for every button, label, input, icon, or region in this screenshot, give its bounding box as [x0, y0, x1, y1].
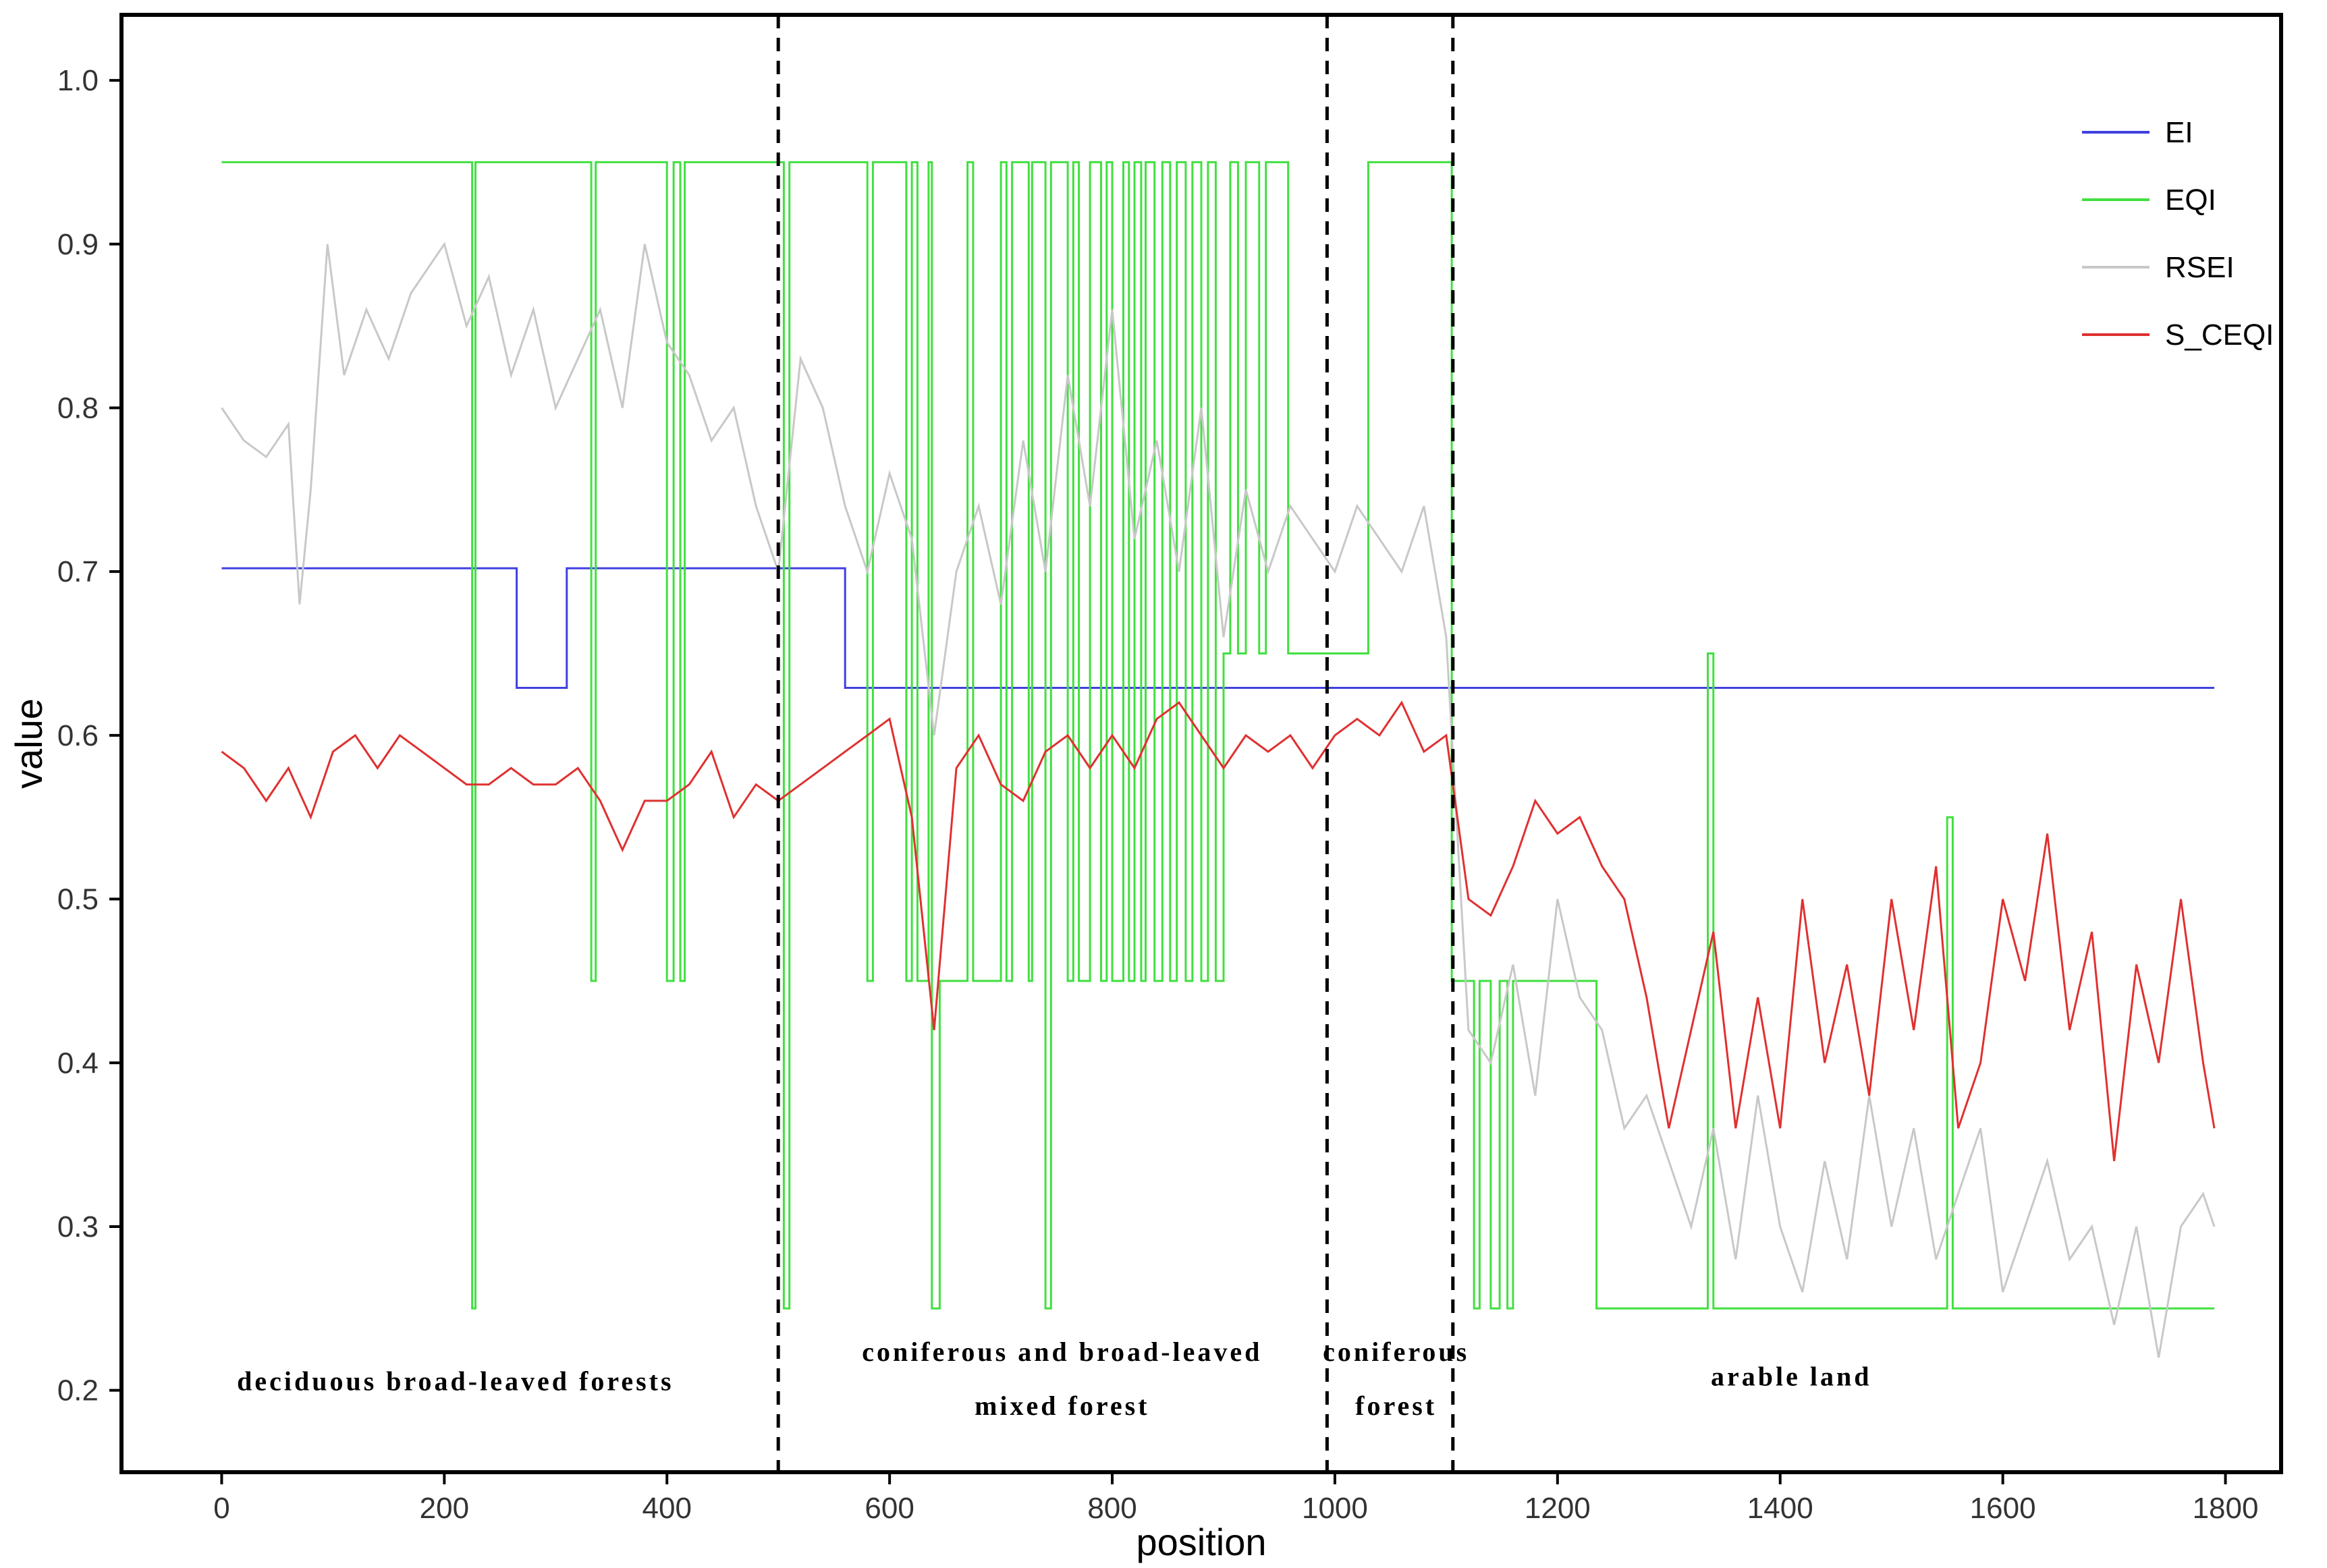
- region-labels: deciduous broad-leaved forests coniferous…: [237, 1337, 1871, 1421]
- y-tick-label: 0.6: [57, 719, 99, 752]
- x-tick-label: 1600: [1970, 1492, 2036, 1525]
- region-label: forest: [1355, 1391, 1437, 1421]
- region-label: arable land: [1711, 1361, 1871, 1391]
- y-tick-label: 1.0: [57, 64, 99, 97]
- x-tick-label: 1200: [1525, 1492, 1591, 1525]
- y-axis: 0.2 0.3 0.4 0.5 0.6 0.7 0.8 0.9 1.0: [57, 64, 121, 1407]
- x-tick-label: 0: [213, 1492, 229, 1525]
- region-boundaries: [776, 15, 1455, 1472]
- y-tick-label: 0.5: [57, 883, 99, 916]
- legend-label: RSEI: [2165, 251, 2235, 284]
- x-tick-label: 200: [420, 1492, 469, 1525]
- x-axis: 0 200 400 600 800 1000 1200 1400 1600 1800: [213, 1472, 2258, 1525]
- legend-label: EQI: [2165, 184, 2216, 217]
- plot-frame: [119, 13, 2283, 1474]
- legend-label: S_CEQI: [2165, 318, 2274, 352]
- series-layer: [221, 161, 2216, 1358]
- region-label: deciduous broad-leaved forests: [237, 1366, 674, 1397]
- y-tick-label: 0.2: [57, 1374, 99, 1407]
- region-label: coniferous: [1323, 1337, 1469, 1367]
- legend: EI EQI RSEI S_CEQI: [2082, 116, 2274, 352]
- series-line-eqi: [221, 161, 2214, 1310]
- x-tick-label: 1400: [1747, 1492, 1813, 1525]
- series-line-rsei: [221, 242, 2216, 1358]
- y-tick-label: 0.3: [57, 1210, 99, 1243]
- x-tick-label: 400: [642, 1492, 692, 1525]
- x-tick-label: 800: [1087, 1492, 1137, 1525]
- y-tick-label: 0.9: [57, 228, 99, 261]
- y-tick-label: 0.7: [57, 555, 99, 588]
- legend-label: EI: [2165, 116, 2193, 149]
- region-label: mixed forest: [975, 1391, 1149, 1421]
- x-tick-label: 1000: [1302, 1492, 1368, 1525]
- y-axis-title: value: [7, 698, 50, 789]
- y-tick-label: 0.4: [57, 1046, 99, 1080]
- y-tick-label: 0.8: [57, 391, 99, 424]
- x-tick-label: 1800: [2193, 1492, 2259, 1525]
- region-label: coniferous and broad-leaved: [862, 1337, 1262, 1367]
- series-line-ei: [221, 567, 2214, 689]
- x-tick-label: 600: [865, 1492, 914, 1525]
- series-line-s-ceqi: [221, 700, 2216, 1162]
- x-axis-title: position: [1136, 1521, 1266, 1563]
